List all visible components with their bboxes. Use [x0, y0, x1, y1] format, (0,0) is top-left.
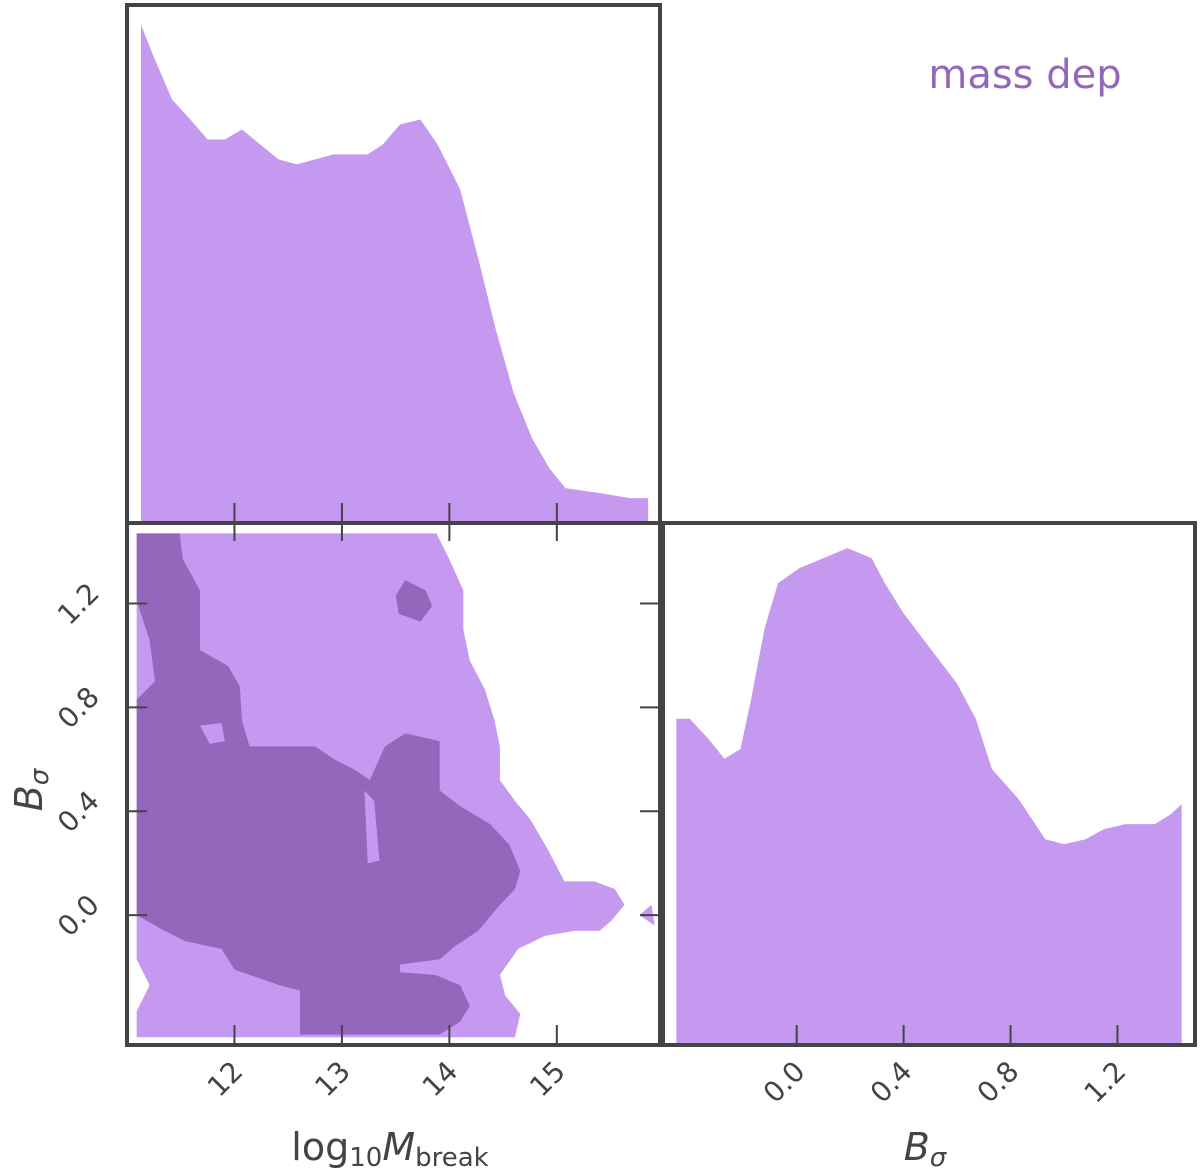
- x-axis-label: Bσ: [904, 1125, 948, 1173]
- x-label-part: break: [415, 1143, 489, 1173]
- y-axis-label: Bσ: [7, 767, 55, 811]
- y-label-part: σ: [25, 767, 55, 785]
- x-label-part: 10: [349, 1143, 382, 1173]
- density-area: [140, 24, 649, 524]
- y-tick-label: 0.0: [51, 888, 106, 943]
- x-tick-label: 0.8: [971, 1055, 1026, 1110]
- x-tick-label: 1.2: [1078, 1055, 1133, 1110]
- legend-label: mass dep: [928, 52, 1121, 98]
- x-tick-label: 0.4: [864, 1055, 919, 1110]
- x-tick-label: 15: [523, 1055, 572, 1104]
- panel-frame: [125, 521, 662, 1047]
- x-tick-label: 0.0: [757, 1055, 812, 1110]
- y-tick-label: 0.4: [51, 784, 106, 839]
- x-tick-label: 14: [416, 1055, 465, 1104]
- panel-frame: [661, 521, 1197, 1047]
- contour-region: [200, 722, 225, 744]
- density-area: [676, 548, 1182, 1045]
- x-label-part: log: [291, 1125, 349, 1169]
- y-tick-label: 1.2: [51, 576, 106, 631]
- y-label-part: B: [7, 785, 51, 811]
- contour-region: [364, 790, 380, 864]
- x-tick-label: 12: [201, 1055, 250, 1104]
- x-tick-label: 13: [308, 1055, 357, 1104]
- x-label-part: B: [904, 1125, 930, 1169]
- x-axis-label: log10Mbreak: [291, 1125, 488, 1173]
- x-label-part: σ: [930, 1143, 948, 1173]
- y-tick-label: 0.8: [51, 680, 106, 735]
- contour-region: [136, 533, 521, 1035]
- x-label-part: M: [382, 1125, 415, 1169]
- contour-region: [395, 580, 433, 622]
